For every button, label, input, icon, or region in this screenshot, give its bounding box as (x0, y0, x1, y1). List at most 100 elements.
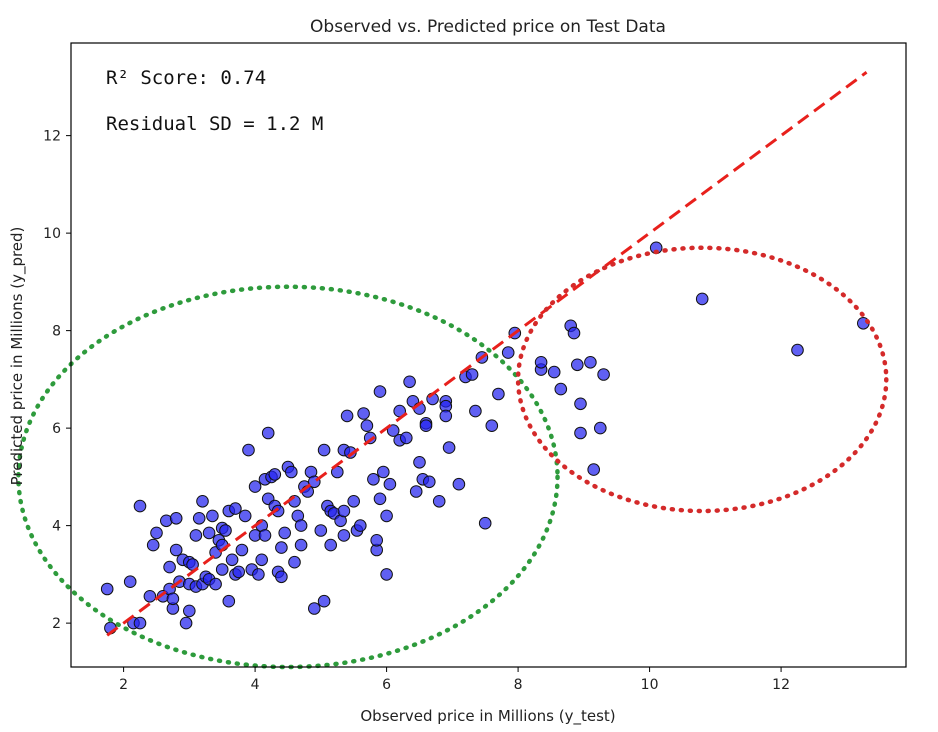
data-point (235, 543, 249, 557)
data-point (584, 356, 597, 369)
data-point (567, 326, 581, 340)
data-point (340, 409, 354, 423)
data-point (100, 582, 114, 596)
data-point (791, 343, 804, 357)
data-point (258, 529, 272, 542)
data-point (294, 538, 308, 552)
chart-title: Observed vs. Predicted price on Test Dat… (310, 17, 666, 37)
data-point (419, 419, 433, 433)
data-point (594, 421, 607, 435)
data-point (373, 492, 387, 506)
data-point (423, 475, 436, 489)
x-axis: 2 4 6 8 10 12 (119, 667, 790, 693)
data-point (275, 570, 288, 584)
data-point (133, 616, 147, 630)
plot-area (16, 71, 889, 670)
data-point (232, 565, 245, 579)
y-axis-label: Predicted price in Millions (y_pred) (8, 227, 27, 486)
data-point (400, 431, 413, 445)
data-point (380, 568, 393, 581)
data-point (377, 465, 390, 479)
y-tick-label: 12 (43, 129, 61, 145)
data-point (370, 534, 384, 547)
data-point (248, 480, 262, 493)
x-tick-label: 8 (514, 677, 523, 693)
data-point (571, 358, 584, 372)
data-point (206, 509, 219, 523)
data-point (222, 594, 236, 608)
x-tick-label: 6 (382, 677, 391, 693)
data-point (360, 419, 374, 433)
x-tick-label: 10 (641, 677, 659, 693)
data-point (380, 509, 393, 523)
data-point (501, 346, 515, 359)
data-point (150, 526, 163, 540)
data-point (143, 590, 157, 603)
data-point (183, 604, 196, 618)
data-point (252, 568, 265, 581)
data-point (123, 575, 137, 589)
data-point (452, 477, 466, 491)
data-point (485, 419, 499, 433)
data-point (225, 553, 239, 567)
data-point (255, 553, 269, 567)
y-tick-label: 6 (52, 421, 61, 437)
data-point (169, 543, 183, 557)
data-point (219, 524, 232, 537)
data-point (275, 541, 288, 554)
data-point (413, 456, 426, 469)
data-point (189, 529, 203, 542)
data-point (367, 473, 380, 486)
data-point (308, 602, 321, 615)
data-point (695, 292, 709, 306)
x-tick-label: 2 (119, 677, 128, 693)
data-point (597, 368, 610, 381)
data-point (209, 577, 222, 591)
data-point (442, 441, 456, 454)
data-point (409, 485, 423, 498)
data-point (574, 397, 587, 411)
data-point (317, 594, 331, 608)
data-point (554, 382, 568, 396)
y-tick-label: 2 (52, 616, 61, 632)
data-point (278, 526, 292, 540)
data-point (196, 495, 209, 508)
data-point (478, 516, 492, 530)
data-point (294, 519, 308, 532)
y-tick-label: 10 (43, 226, 61, 242)
data-point (574, 426, 587, 440)
data-point (179, 616, 193, 630)
data-point (169, 512, 183, 525)
data-point (192, 512, 206, 525)
data-point (133, 499, 147, 513)
cluster-circle (16, 284, 560, 670)
y-axis: 2 4 6 8 10 12 (43, 129, 71, 632)
data-point (347, 495, 361, 508)
data-point (268, 468, 282, 481)
data-point (317, 443, 331, 457)
data-point (587, 463, 601, 476)
data-point (432, 495, 446, 508)
residual-sd-annotation: Residual SD = 1.2 M (106, 113, 323, 135)
r2-score-annotation: R² Score: 0.74 (106, 67, 266, 89)
data-point (202, 526, 216, 540)
data-point (354, 519, 367, 532)
data-point (383, 477, 397, 491)
data-point (285, 465, 298, 479)
data-point (403, 375, 416, 389)
data-point (534, 356, 548, 369)
y-tick-label: 4 (52, 519, 61, 535)
data-point (439, 409, 453, 423)
data-point (465, 368, 479, 381)
x-tick-label: 4 (251, 677, 260, 693)
data-point (261, 426, 275, 440)
data-point (492, 387, 505, 401)
data-point (337, 529, 351, 542)
data-point (337, 504, 351, 518)
data-point (166, 592, 180, 606)
outlier-circle (515, 245, 889, 514)
data-point (324, 538, 338, 552)
reference-line (106, 71, 868, 637)
data-point (271, 504, 285, 518)
